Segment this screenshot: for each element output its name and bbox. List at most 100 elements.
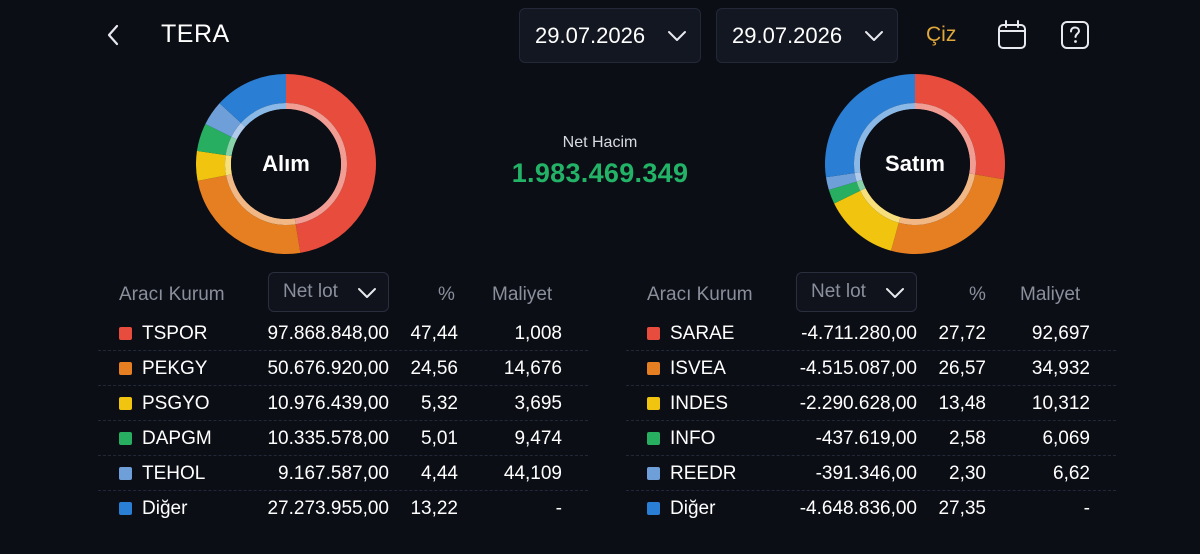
broker-name: Diğer xyxy=(670,498,716,519)
net-lot-value: 27.273.955,00 xyxy=(267,498,389,519)
donut-hole xyxy=(860,109,970,219)
table-row[interactable]: INDES -2.290.628,00 13,48 10,312 xyxy=(626,386,1116,421)
broker-name: Diğer xyxy=(142,498,188,519)
cost-column-header: Maliyet xyxy=(1020,284,1081,305)
cost-value: 92,697 xyxy=(1031,323,1090,344)
back-button[interactable] xyxy=(100,20,126,50)
table-row[interactable]: ISVEA -4.515.087,00 26,57 34,932 xyxy=(626,351,1116,386)
table-row[interactable]: PEKGY 50.676.920,00 24,56 14,676 xyxy=(98,351,588,386)
sell-rows: SARAE -4.711.280,00 27,72 92,697 ISVEA -4.515… xyxy=(626,316,1116,526)
end-date-select[interactable]: 29.07.2026 xyxy=(716,8,898,63)
net-lot-value: 97.868.848,00 xyxy=(267,323,389,344)
broker-column-header: Aracı Kurum xyxy=(119,284,225,305)
net-lot-value: -4.515.087,00 xyxy=(799,358,917,379)
donut-slice-inner-tehol xyxy=(231,122,246,140)
donut-slice-inner-dapgm xyxy=(225,136,237,156)
table-row[interactable]: PSGYO 10.976.439,00 5,32 3,695 xyxy=(98,386,588,421)
legend-swatch xyxy=(647,432,660,445)
broker-name: PSGYO xyxy=(142,393,210,414)
table-row[interactable]: TEHOL 9.167.587,00 4,44 44,109 xyxy=(98,456,588,491)
sell-donut-chart xyxy=(825,74,1005,254)
donut-slice-inner-diğer xyxy=(240,103,286,127)
donut-slice-inner-psgyo xyxy=(225,155,232,176)
net-lot-value: -2.290.628,00 xyxy=(799,393,917,414)
end-date-value: 29.07.2026 xyxy=(732,22,843,48)
buy-rows: TSPOR 97.868.848,00 47,44 1,008 PEKGY 50.676.… xyxy=(98,316,588,526)
chevron-down-icon xyxy=(886,288,904,298)
table-row[interactable]: Diğer -4.648.836,00 27,35 - xyxy=(626,491,1116,526)
donut-slice-inner-info xyxy=(856,179,866,191)
donut-hole xyxy=(231,109,341,219)
donut-slice-inner-reedr xyxy=(854,172,863,182)
chevron-down-icon xyxy=(668,31,686,41)
donut-slice-inner-isvea xyxy=(898,173,976,226)
legend-swatch xyxy=(647,397,660,410)
broker-name: INFO xyxy=(670,428,716,449)
chevron-down-icon xyxy=(358,288,376,298)
legend-swatch xyxy=(647,467,660,480)
buy-donut-chart xyxy=(196,74,376,254)
percent-column-header: % xyxy=(969,284,986,305)
net-volume-value: 1.983.469.349 xyxy=(511,158,689,188)
sell-table: Aracı Kurum Net lot % Maliyet SARAE -4.71… xyxy=(626,272,1116,526)
broker-name: DAPGM xyxy=(142,428,212,449)
calendar-icon xyxy=(998,20,1026,49)
legend-swatch xyxy=(647,502,660,515)
donut-slice-inner-diğer xyxy=(854,103,915,173)
calendar-button[interactable] xyxy=(996,19,1028,51)
sell-metric-select[interactable]: Net lot xyxy=(796,272,917,312)
legend-swatch xyxy=(119,397,132,410)
percent-column-header: % xyxy=(438,284,455,305)
donut-slice-diğer xyxy=(825,74,915,178)
cost-value: 14,676 xyxy=(503,358,562,379)
percent-value: 47,44 xyxy=(410,323,458,344)
donut-slice-inner-tspor xyxy=(286,103,347,225)
donut-slice-tehol xyxy=(205,103,241,137)
buy-donut-label: Alım xyxy=(262,151,310,176)
net-lot-value: 10.976.439,00 xyxy=(267,393,389,414)
top-bar: TERA 29.07.2026 29.07.2026 Çiz xyxy=(0,0,1200,72)
table-row[interactable]: SARAE -4.711.280,00 27,72 92,697 xyxy=(626,316,1116,351)
percent-value: 26,57 xyxy=(938,358,986,379)
donut-slice-dapgm xyxy=(196,123,232,156)
net-lot-value: 50.676.920,00 xyxy=(267,358,389,379)
table-row[interactable]: INFO -437.619,00 2,58 6,069 xyxy=(626,421,1116,456)
cost-value: - xyxy=(1083,498,1090,519)
broker-column-header: Aracı Kurum xyxy=(647,284,753,305)
sell-donut-label: Satım xyxy=(885,151,945,176)
net-lot-value: -437.619,00 xyxy=(815,428,917,449)
net-lot-value: -4.648.836,00 xyxy=(799,498,917,519)
broker-name: REEDR xyxy=(670,463,737,484)
donut-slice-indes xyxy=(834,190,899,251)
broker-name: SARAE xyxy=(670,323,735,344)
net-lot-value: -4.711.280,00 xyxy=(801,323,917,344)
percent-value: 24,56 xyxy=(410,358,458,379)
donut-slice-inner-indes xyxy=(860,188,901,223)
table-row[interactable]: REEDR -391.346,00 2,30 6,62 xyxy=(626,456,1116,491)
legend-swatch xyxy=(647,362,660,375)
donut-slice-psgyo xyxy=(196,150,227,181)
buy-metric-value: Net lot xyxy=(283,281,338,302)
cost-column-header: Maliyet xyxy=(492,284,553,305)
donut-slice-reedr xyxy=(825,172,857,190)
donut-slice-inner-sarae xyxy=(915,103,976,175)
chevron-down-icon xyxy=(865,31,883,41)
broker-name: INDES xyxy=(670,393,729,414)
start-date-value: 29.07.2026 xyxy=(535,22,646,48)
draw-button[interactable]: Çiz xyxy=(926,23,957,46)
sell-table-header: Aracı Kurum Net lot % Maliyet xyxy=(626,272,1116,316)
net-lot-value: 10.335.578,00 xyxy=(267,428,389,449)
net-lot-value: 9.167.587,00 xyxy=(278,463,389,484)
table-row[interactable]: Diğer 27.273.955,00 13,22 - xyxy=(98,491,588,526)
legend-swatch xyxy=(119,327,132,340)
table-row[interactable]: TSPOR 97.868.848,00 47,44 1,008 xyxy=(98,316,588,351)
donut-slice-sarae xyxy=(915,74,1005,180)
start-date-select[interactable]: 29.07.2026 xyxy=(519,8,701,63)
table-row[interactable]: DAPGM 10.335.578,00 5,01 9,474 xyxy=(98,421,588,456)
help-icon xyxy=(1061,21,1089,49)
buy-metric-select[interactable]: Net lot xyxy=(268,272,389,312)
net-lot-value: -391.346,00 xyxy=(815,463,917,484)
donut-slice-isvea xyxy=(891,174,1004,254)
help-button[interactable] xyxy=(1059,19,1091,51)
broker-name: PEKGY xyxy=(142,358,208,379)
